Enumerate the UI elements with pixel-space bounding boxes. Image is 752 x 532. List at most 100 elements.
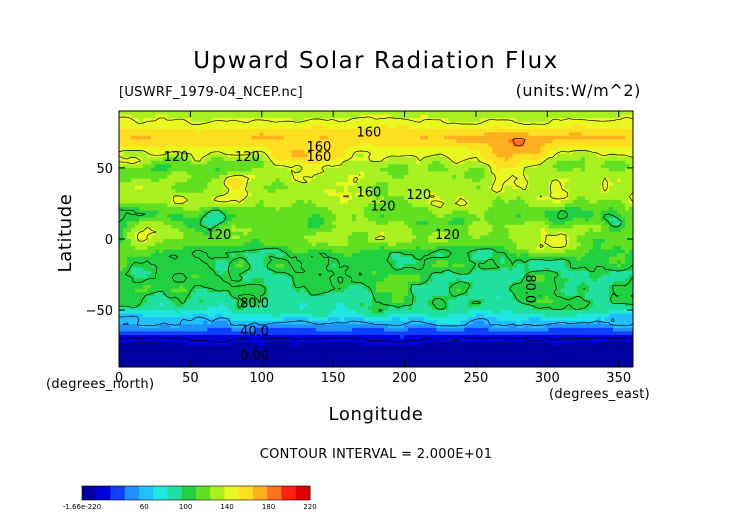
heatmap-cell [536, 224, 542, 229]
heatmap-cell [600, 235, 606, 240]
heatmap-cell [355, 167, 361, 173]
heatmap-cell [440, 160, 445, 165]
heatmap-cell [347, 189, 353, 194]
heatmap-cell [616, 203, 622, 208]
heatmap-cell [247, 143, 253, 148]
heatmap-cell [231, 196, 237, 201]
heatmap-cell [584, 203, 590, 208]
heatmap-cell [163, 231, 168, 237]
heatmap-cell [416, 150, 421, 155]
heatmap-cell [476, 231, 482, 237]
heatmap-cell [544, 128, 550, 133]
heatmap-cell [396, 239, 401, 244]
heatmap-cell [247, 192, 253, 197]
heatmap-cell [203, 114, 208, 119]
heatmap-cell [564, 171, 570, 176]
heatmap-cell [616, 175, 622, 180]
heatmap-cell [500, 239, 506, 244]
heatmap-cell [532, 235, 538, 240]
heatmap-cell [628, 207, 633, 212]
heatmap-cell [480, 121, 486, 126]
heatmap-cell [203, 150, 208, 155]
heatmap-cell [147, 146, 152, 151]
heatmap-cell [231, 239, 237, 244]
heatmap-cell [580, 175, 586, 180]
heatmap-cell [167, 171, 172, 176]
heatmap-cell [251, 128, 257, 133]
heatmap-cell [444, 121, 449, 126]
heatmap-cell [131, 217, 136, 222]
heatmap-cell [556, 178, 562, 183]
heatmap-cell [363, 231, 369, 237]
heatmap-cell [191, 178, 196, 183]
heatmap-cell [167, 214, 172, 219]
heatmap-cell [283, 111, 289, 116]
heatmap-cell [179, 128, 184, 133]
heatmap-cell [239, 221, 245, 226]
heatmap-cell [371, 178, 377, 183]
heatmap-cell [255, 196, 261, 201]
heatmap-cell [424, 167, 429, 173]
heatmap-cell [327, 246, 333, 251]
heatmap-cell [416, 125, 421, 130]
heatmap-cell [620, 153, 626, 158]
heatmap-cell [604, 221, 610, 226]
heatmap-cell [251, 121, 257, 126]
heatmap-cell [376, 114, 381, 119]
heatmap-cell [380, 196, 385, 201]
heatmap-cell [147, 139, 152, 144]
heatmap-cell [175, 157, 180, 162]
heatmap-cell [251, 235, 257, 240]
heatmap-cell [564, 217, 570, 222]
heatmap-cell [504, 207, 510, 212]
heatmap-cell [428, 175, 433, 180]
heatmap-cell [428, 221, 433, 226]
heatmap-cell [556, 171, 562, 176]
heatmap-cell [420, 207, 425, 212]
heatmap-cell [616, 185, 622, 190]
heatmap-cell [207, 139, 212, 144]
heatmap-cell [143, 199, 148, 205]
heatmap-cell [536, 235, 542, 240]
heatmap-cell [287, 171, 293, 176]
heatmap-cell [404, 189, 409, 194]
heatmap-cell [187, 239, 192, 244]
heatmap-cell [616, 111, 622, 116]
heatmap-cell [508, 185, 514, 190]
heatmap-cell [191, 189, 196, 194]
heatmap-cell [259, 182, 265, 187]
heatmap-cell [484, 178, 490, 183]
heatmap-cell [167, 111, 172, 116]
heatmap-cell [259, 235, 265, 240]
heatmap-cell [424, 171, 429, 176]
heatmap-cell [592, 171, 598, 176]
heatmap-cell [303, 189, 309, 194]
heatmap-cell [376, 221, 381, 226]
heatmap-cell [219, 118, 225, 123]
heatmap-cell [440, 143, 445, 148]
heatmap-cell [231, 150, 237, 155]
heatmap-cell [363, 171, 369, 176]
heatmap-cell [412, 192, 417, 197]
heatmap-cell [520, 224, 526, 229]
heatmap-cell [119, 185, 124, 190]
heatmap-cell [476, 185, 482, 190]
heatmap-cell [384, 235, 389, 240]
heatmap-cell [355, 207, 361, 212]
heatmap-cell [388, 160, 393, 165]
heatmap-cell [460, 125, 465, 130]
heatmap-cell [291, 171, 297, 176]
heatmap-cell [351, 207, 357, 212]
heatmap-cell [400, 132, 405, 137]
heatmap-cell [291, 210, 297, 215]
heatmap-cell [331, 228, 337, 233]
heatmap-cell [628, 153, 633, 158]
heatmap-cell [239, 153, 245, 158]
heatmap-cell [412, 214, 417, 219]
heatmap-cell [472, 228, 477, 233]
heatmap-cell [351, 175, 357, 180]
heatmap-cell [488, 114, 494, 119]
heatmap-cell [524, 121, 530, 126]
heatmap-cell [339, 139, 345, 144]
heatmap-cell [452, 121, 457, 126]
